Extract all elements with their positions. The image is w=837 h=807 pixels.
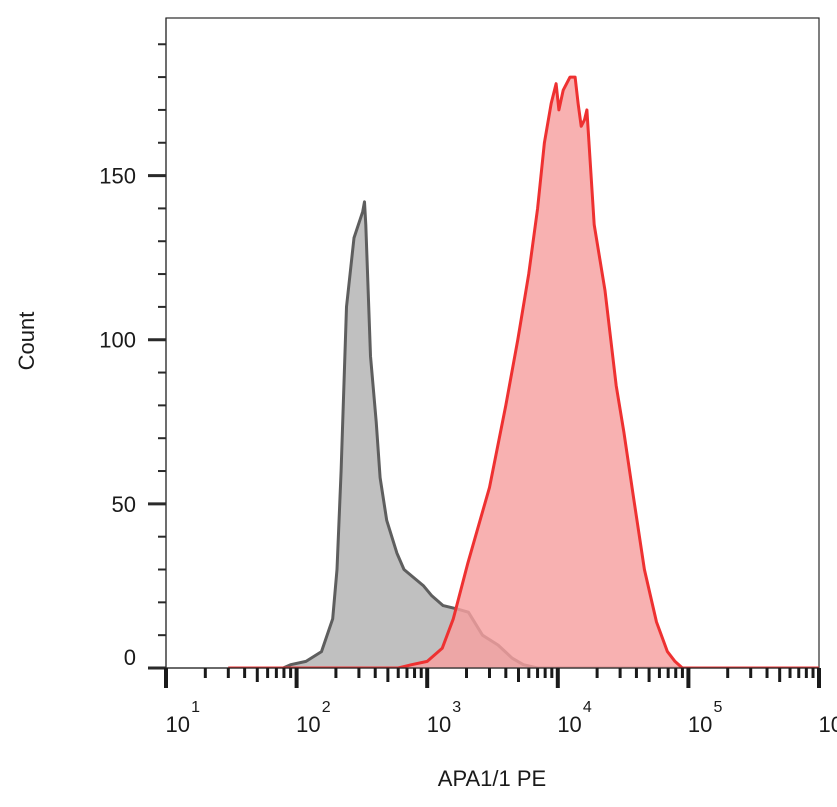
- x-axis-title: APA1/1 PE: [438, 766, 546, 791]
- x-tick-label: 10: [296, 712, 320, 737]
- series-1-area: [228, 201, 819, 668]
- plot-area: [165, 17, 820, 669]
- x-tick-label: 10: [427, 712, 451, 737]
- series-layer: [228, 75, 819, 668]
- x-tick-label: 10: [166, 712, 190, 737]
- y-tick-label: 0: [124, 645, 136, 670]
- x-tick-exponent: 5: [713, 699, 722, 716]
- y-tick-label: 150: [99, 164, 136, 189]
- x-axis: 101102103104105106: [164, 667, 837, 737]
- x-tick-exponent: 1: [191, 699, 200, 716]
- x-tick-label: 10: [557, 712, 581, 737]
- series-2-line: [228, 75, 819, 668]
- x-tick-exponent: 4: [583, 699, 592, 716]
- x-tick-exponent: 3: [452, 699, 461, 716]
- y-tick-label: 50: [112, 492, 136, 517]
- x-tick-label: 10: [819, 712, 837, 737]
- series-2-area: [228, 77, 819, 668]
- y-tick-label: 100: [99, 328, 136, 353]
- x-tick-label: 10: [688, 712, 712, 737]
- y-axis: 0 50 100 150: [99, 18, 167, 670]
- x-tick-exponent: 2: [322, 699, 331, 716]
- y-axis-title: Count: [14, 312, 39, 371]
